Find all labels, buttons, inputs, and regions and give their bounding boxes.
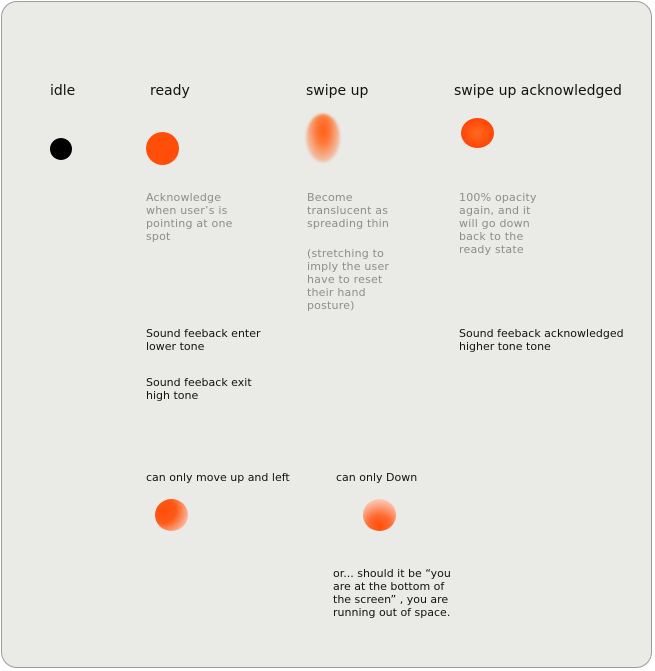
- sound-ack-note: Sound feeback acknowledged higher tone t…: [459, 327, 624, 353]
- constraint-up-left-label: can only move up and left: [146, 471, 290, 484]
- sound-enter-note: Sound feeback enter lower tone: [146, 327, 261, 353]
- state-label-idle: idle: [50, 83, 76, 99]
- state-label-swipe-up-acknowledged: swipe up acknowledged: [454, 83, 622, 99]
- swipe-up-note: Become translucent as spreading thin: [307, 191, 390, 230]
- bottom-of-screen-question: or... should it be “you are at the botto…: [333, 567, 451, 619]
- acknowledged-note: 100% opacity again, and it will go down …: [459, 191, 537, 256]
- constraint-down-label: can only Down: [336, 471, 418, 484]
- idle-dot: [50, 138, 72, 160]
- state-label-ready: ready: [150, 83, 190, 99]
- swipe-up-dot: [306, 114, 340, 162]
- up-left-dot: [155, 499, 188, 531]
- acknowledged-dot: [461, 118, 494, 148]
- ready-dot: [146, 132, 179, 165]
- sound-exit-note: Sound feeback exit high tone: [146, 376, 252, 402]
- down-only-dot: [363, 499, 396, 531]
- state-label-swipe-up: swipe up: [306, 83, 369, 99]
- ready-note: Acknowledge when user’s is pointing at o…: [146, 191, 233, 243]
- swipe-up-note-2: (stretching to imply the user have to re…: [307, 247, 390, 312]
